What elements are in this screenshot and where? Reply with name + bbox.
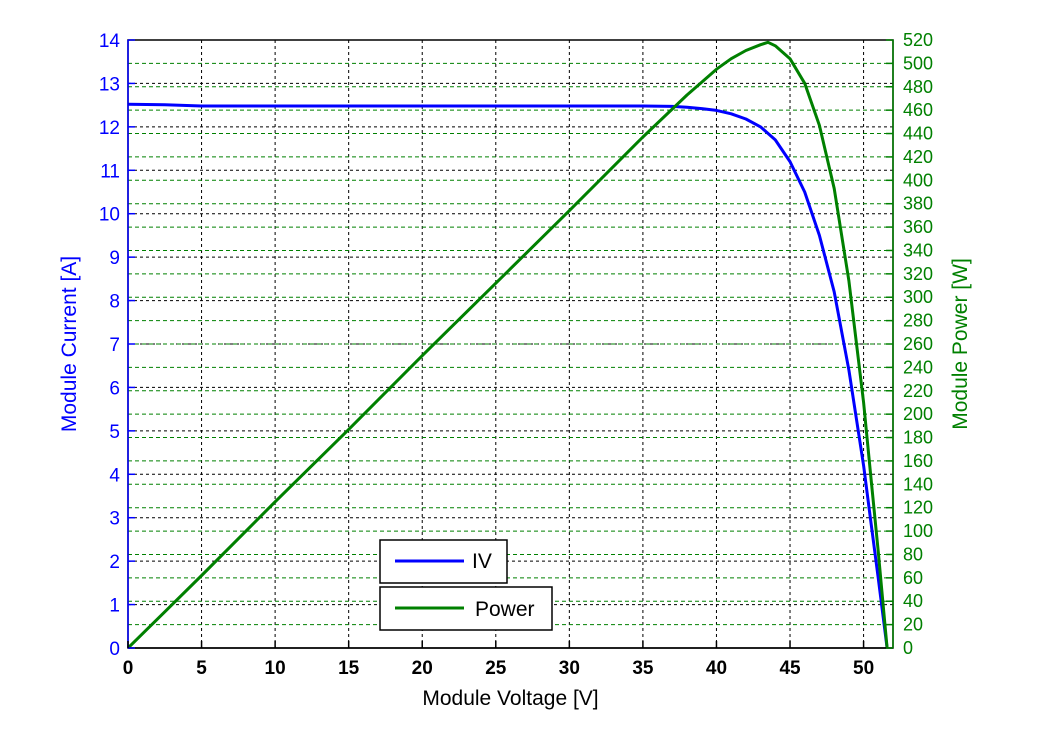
y-right-tick-label: 60 bbox=[903, 568, 923, 588]
y-left-tick-label: 0 bbox=[109, 639, 120, 660]
y-right-tick-label: 480 bbox=[903, 77, 933, 97]
y-right-tick-label: 100 bbox=[903, 521, 933, 541]
series-layer bbox=[126, 40, 889, 650]
y-right-tick-label: 80 bbox=[903, 544, 923, 564]
y-right-tick-label: 460 bbox=[903, 100, 933, 120]
y-left-tick-label: 5 bbox=[109, 422, 120, 443]
legend-label-power: Power bbox=[475, 598, 535, 621]
x-tick-label: 35 bbox=[632, 658, 654, 679]
legend-label-iv: IV bbox=[472, 550, 492, 573]
y-right-tick-label: 180 bbox=[903, 428, 933, 448]
x-tick-label: 0 bbox=[123, 658, 134, 679]
y-right-tick-label: 260 bbox=[903, 334, 933, 354]
y-right-tick-label: 200 bbox=[903, 404, 933, 424]
series-line-iv bbox=[127, 102, 889, 649]
y-axis-right-label: Module Power [W] bbox=[949, 258, 972, 430]
x-tick-label: 15 bbox=[338, 658, 360, 679]
y-right-tick-label: 300 bbox=[903, 287, 933, 307]
y-left-tick-label: 4 bbox=[109, 465, 120, 486]
tick-labels: 0123456789101112131402040608010012014016… bbox=[99, 30, 933, 679]
x-tick-label: 5 bbox=[196, 658, 207, 679]
y-right-tick-label: 20 bbox=[903, 615, 923, 635]
x-axis-label: Module Voltage [V] bbox=[422, 687, 598, 710]
y-left-tick-label: 6 bbox=[109, 378, 120, 399]
y-right-tick-label: 140 bbox=[903, 474, 933, 494]
y-left-tick-label: 8 bbox=[109, 292, 120, 313]
y-right-tick-label: 400 bbox=[903, 170, 933, 190]
x-tick-label: 50 bbox=[853, 658, 874, 679]
y-left-tick-label: 9 bbox=[109, 248, 120, 269]
y-right-tick-label: 500 bbox=[903, 53, 933, 73]
y-right-tick-label: 160 bbox=[903, 451, 933, 471]
y-right-tick-label: 360 bbox=[903, 217, 933, 237]
grid-lines bbox=[128, 40, 893, 648]
y-left-tick-label: 3 bbox=[109, 509, 120, 530]
y-left-tick-label: 14 bbox=[99, 31, 121, 52]
y-right-tick-label: 340 bbox=[903, 240, 933, 260]
y-right-tick-label: 280 bbox=[903, 311, 933, 331]
y-right-tick-label: 240 bbox=[903, 357, 933, 377]
y-right-tick-label: 520 bbox=[903, 30, 933, 50]
axes bbox=[127, 39, 894, 649]
y-right-tick-label: 0 bbox=[903, 638, 913, 658]
y-left-tick-label: 1 bbox=[109, 596, 120, 617]
x-tick-label: 40 bbox=[706, 658, 727, 679]
y-right-tick-label: 380 bbox=[903, 194, 933, 214]
x-tick-label: 45 bbox=[779, 658, 801, 679]
x-tick-label: 20 bbox=[412, 658, 433, 679]
y-right-tick-label: 120 bbox=[903, 498, 933, 518]
y-right-tick-label: 40 bbox=[903, 591, 923, 611]
y-axis-left-label: Module Current [A] bbox=[58, 256, 81, 432]
y-right-tick-label: 440 bbox=[903, 124, 933, 144]
y-left-tick-label: 7 bbox=[109, 335, 120, 356]
series-line-power bbox=[126, 40, 889, 650]
x-tick-label: 30 bbox=[559, 658, 580, 679]
y-left-tick-label: 13 bbox=[99, 74, 120, 95]
y-left-tick-label: 2 bbox=[109, 552, 120, 573]
y-left-tick-label: 11 bbox=[100, 161, 120, 182]
y-left-tick-label: 10 bbox=[99, 205, 120, 226]
x-tick-label: 25 bbox=[485, 658, 507, 679]
x-tick-label: 10 bbox=[265, 658, 286, 679]
y-right-tick-label: 320 bbox=[903, 264, 933, 284]
y-right-tick-label: 220 bbox=[903, 381, 933, 401]
y-left-tick-label: 12 bbox=[99, 118, 120, 139]
y-right-tick-label: 420 bbox=[903, 147, 933, 167]
legend: IV Power bbox=[379, 539, 553, 631]
